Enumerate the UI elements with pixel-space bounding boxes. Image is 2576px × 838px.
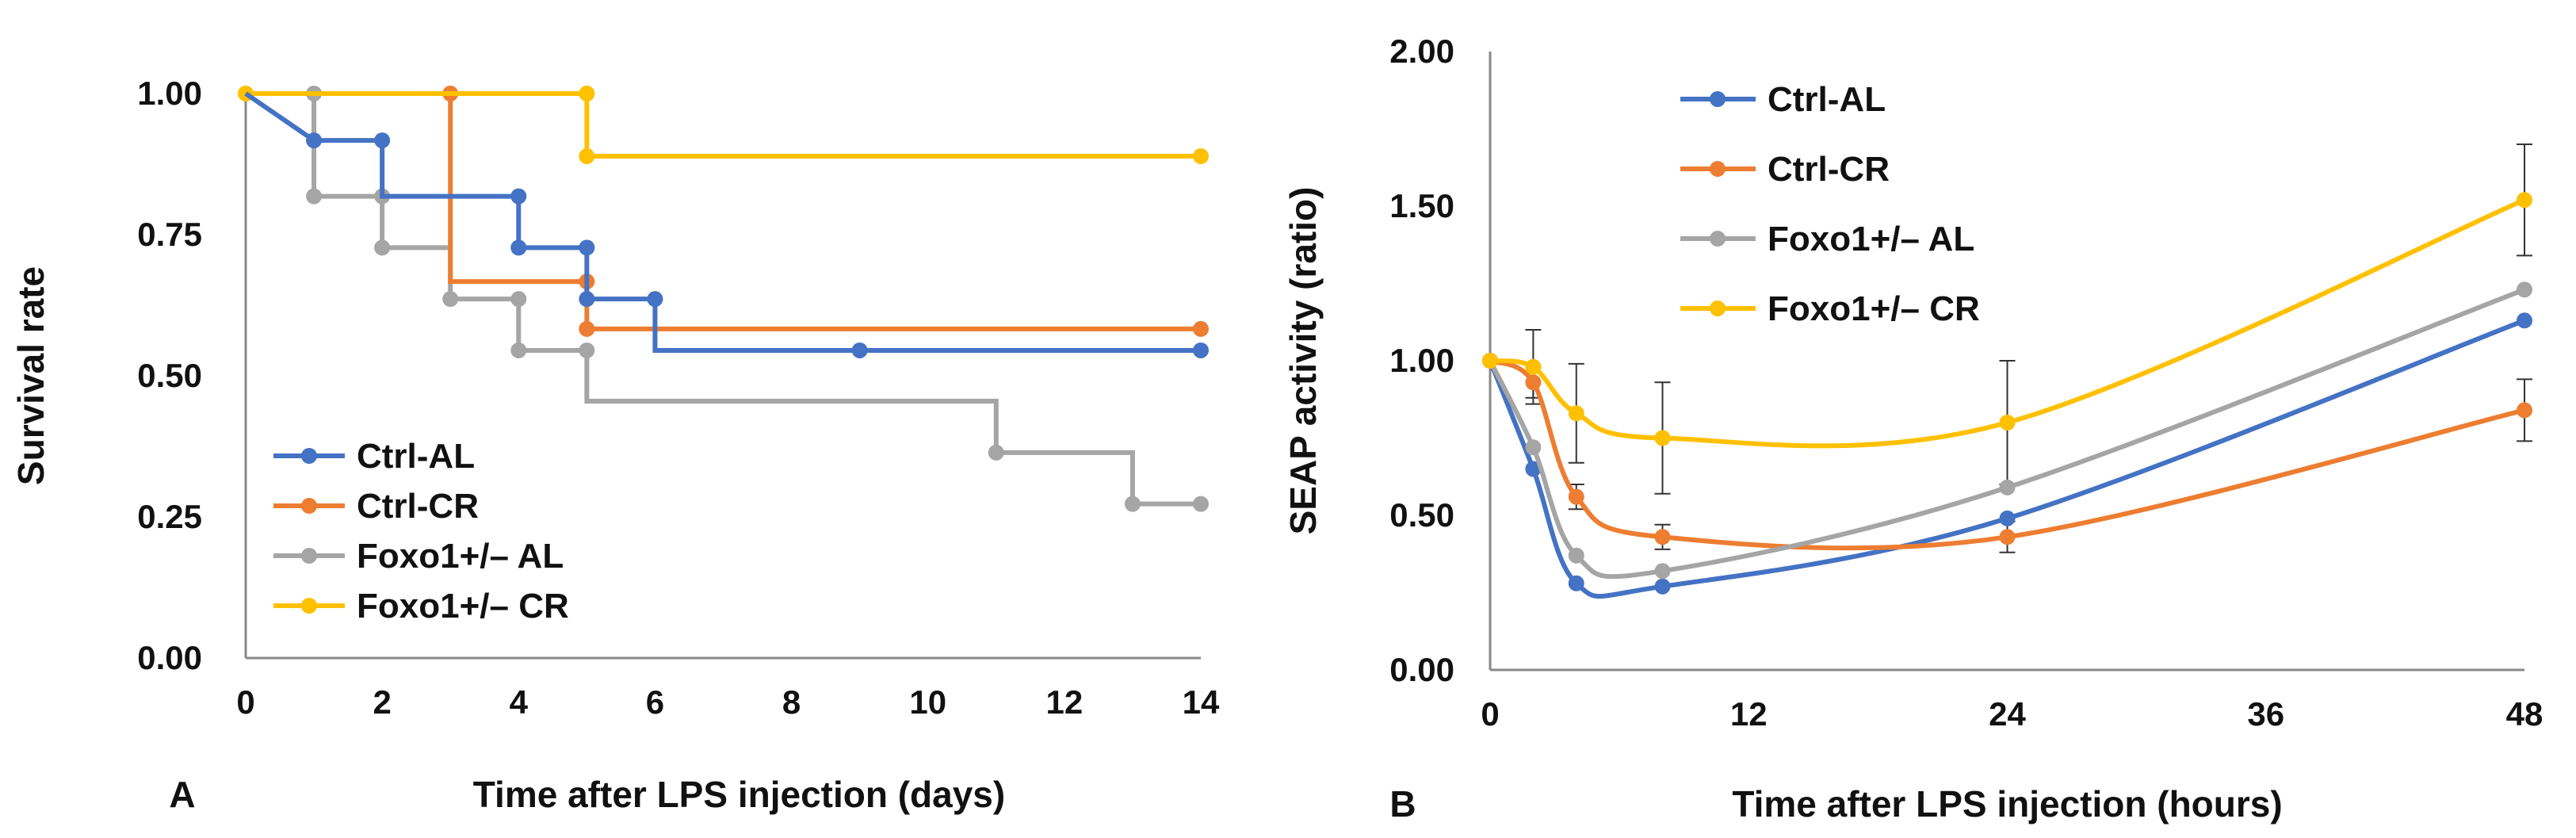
- x-tick-label: 48: [2506, 695, 2544, 733]
- y-axis-title: SEAP activity (ratio): [1282, 187, 1324, 535]
- panel-b-seap-chart: 0 12 24 36 48 0.00 0.50 1.00 1.50 2.00 Time after …: [1282, 33, 2543, 825]
- legend-label: Ctrl-AL: [357, 437, 475, 476]
- data-point-foxo1-cr: [1525, 358, 1542, 375]
- data-point-foxo1-cr: [1193, 148, 1209, 165]
- data-point-foxo1-al: [442, 291, 459, 308]
- y-tick-label: 0.50: [137, 357, 202, 394]
- data-point-ctrl-al: [1999, 510, 2016, 526]
- x-tick-label: 12: [1730, 695, 1768, 733]
- legend-label: Foxo1+/– AL: [1768, 220, 1974, 258]
- y-axis-title: Survival rate: [10, 266, 52, 485]
- y-tick-label: 1.00: [1389, 342, 1454, 379]
- x-tick-label: 12: [1045, 683, 1083, 721]
- data-point-ctrl-al: [647, 291, 663, 308]
- series-line-foxo1-al: [246, 91, 1201, 507]
- data-point-ctrl-al: [1525, 461, 1542, 477]
- legend-label: Ctrl-AL: [1768, 80, 1886, 119]
- legend-marker-ctrl-al: [301, 448, 317, 464]
- data-point-foxo1-cr: [1999, 415, 2016, 430]
- data-point-ctrl-al: [510, 188, 527, 205]
- data-point-foxo1-cr: [1568, 405, 1584, 422]
- data-point-foxo1-al: [2517, 281, 2532, 298]
- data-point-ctrl-al: [851, 342, 868, 358]
- data-point-foxo1-al: [1193, 496, 1209, 512]
- data-point-ctrl-al: [2517, 312, 2532, 329]
- data-point-foxo1-al: [374, 239, 391, 256]
- data-point-foxo1-al: [510, 342, 527, 358]
- panel-a-survival-chart: 0 2 4 6 8 10 12 14 0.00 0.25 0.50 0.75 1.00 Time afte…: [10, 75, 1220, 815]
- data-point-ctrl-cr: [1568, 488, 1584, 505]
- data-point-foxo1-al: [579, 342, 595, 358]
- y-tick-label: 2.00: [1389, 33, 1454, 70]
- data-point-ctrl-al: [1654, 578, 1671, 595]
- series-line-ctrl-cr: [1489, 358, 2525, 551]
- data-point-ctrl-cr: [1654, 529, 1671, 545]
- x-tick-label: 8: [782, 683, 801, 721]
- x-axis-title: Time after LPS injection (hours): [1732, 783, 2282, 825]
- legend-label: Ctrl-CR: [357, 487, 479, 526]
- data-point-ctrl-al: [579, 239, 595, 256]
- data-point-foxo1-cr: [1482, 353, 1498, 369]
- data-point-ctrl-cr: [2517, 402, 2532, 419]
- panel-label: A: [169, 774, 195, 815]
- data-point-ctrl-cr: [1193, 320, 1209, 337]
- data-point-ctrl-cr: [1525, 374, 1542, 391]
- data-point-foxo1-al: [1654, 563, 1671, 580]
- legend-marker-ctrl-al: [1710, 91, 1726, 107]
- x-tick-label: 4: [510, 683, 529, 721]
- data-point-foxo1-cr: [2517, 192, 2532, 209]
- y-tick-label: 0.00: [1389, 651, 1454, 688]
- x-axis-title: Time after LPS injection (days): [473, 774, 1005, 815]
- data-point-ctrl-cr: [1999, 529, 2016, 545]
- data-point-foxo1-cr: [1654, 430, 1671, 446]
- legend-label: Foxo1+/– CR: [1768, 289, 1980, 328]
- data-point-foxo1-al: [1999, 479, 2016, 496]
- legend-label: Foxo1+/– CR: [357, 587, 569, 626]
- series-line-foxo1-cr: [246, 91, 1201, 159]
- legend-label: Foxo1+/– AL: [357, 537, 564, 576]
- series-line-foxo1-cr: [1489, 197, 2526, 449]
- legend-marker-ctrl-cr: [301, 498, 317, 514]
- data-point-ctrl-al: [510, 239, 527, 256]
- data-point-foxo1-al: [988, 444, 1004, 461]
- y-tick-label: 0.75: [137, 216, 202, 253]
- data-point-ctrl-al: [374, 132, 391, 149]
- series-line-ctrl-cr: [246, 91, 1201, 331]
- legend-marker-foxo1-cr: [301, 598, 317, 614]
- data-point-foxo1-al: [510, 291, 527, 308]
- legend-marker-foxo1-cr: [1710, 300, 1726, 316]
- data-point-foxo1-al: [1124, 496, 1141, 512]
- x-tick-label: 6: [646, 683, 664, 721]
- data-point-foxo1-cr: [579, 148, 595, 165]
- x-tick-label: 10: [909, 683, 946, 721]
- data-point-foxo1-al: [1525, 439, 1542, 456]
- y-tick-label: 1.50: [1389, 187, 1454, 224]
- legend-label: Ctrl-CR: [1768, 150, 1890, 189]
- y-tick-label: 0.50: [1389, 496, 1454, 534]
- data-point-ctrl-al: [579, 291, 595, 308]
- data-point-ctrl-al: [1568, 575, 1584, 591]
- y-tick-label: 1.00: [137, 75, 202, 112]
- data-point-ctrl-al: [1193, 342, 1209, 358]
- data-point-ctrl-cr: [579, 320, 595, 337]
- y-tick-label: 0.00: [137, 639, 202, 676]
- data-point-ctrl-al: [306, 132, 323, 149]
- x-tick-label: 14: [1183, 683, 1220, 721]
- legend-marker-foxo1-al: [301, 548, 317, 564]
- y-tick-label: 0.25: [137, 498, 202, 535]
- data-point-foxo1-al: [1568, 547, 1584, 564]
- panel-label: B: [1389, 783, 1416, 825]
- series-line-ctrl-al: [244, 91, 1201, 353]
- x-tick-label: 2: [373, 683, 391, 721]
- legend-marker-ctrl-cr: [1710, 161, 1726, 177]
- x-tick-label: 36: [2247, 695, 2284, 733]
- data-point-foxo1-cr: [579, 86, 595, 101]
- x-tick-label: 0: [236, 683, 254, 721]
- data-point-foxo1-al: [306, 188, 323, 205]
- x-tick-label: 0: [1481, 695, 1499, 733]
- x-tick-label: 24: [1989, 695, 2026, 733]
- legend-marker-foxo1-al: [1710, 231, 1726, 247]
- series-line-foxo1-al: [1488, 287, 2526, 580]
